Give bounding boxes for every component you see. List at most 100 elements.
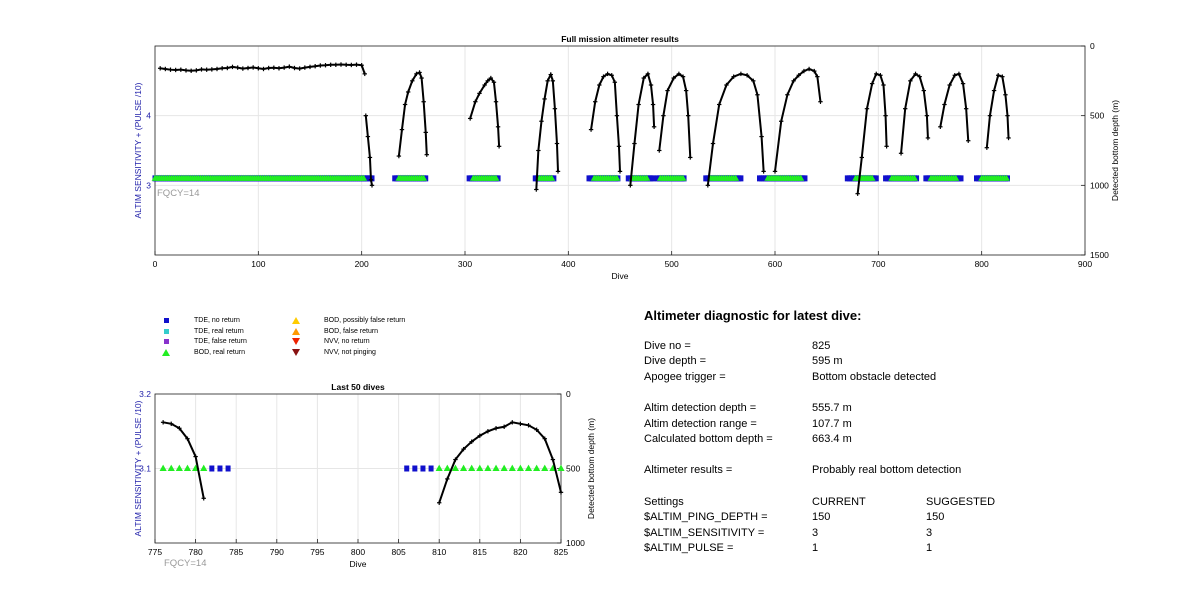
last50-return-markers — [159, 464, 565, 472]
depth-series-line — [438, 421, 562, 504]
last50-y-tick-label: 3.2 — [139, 389, 151, 399]
apogee-trigger-value: Bottom obstacle detected — [812, 371, 937, 383]
last50-ylabel: ALTIM SENSITIVITY + (PULSE /10) — [133, 400, 143, 536]
tde-no-return-marker — [420, 465, 426, 472]
mission-x-tick-label: 0 — [153, 259, 158, 269]
tde-no-return-marker — [802, 175, 808, 182]
last50-y2-tick-label: 1000 — [566, 538, 585, 548]
legend-label: NVV, not pinging — [324, 348, 376, 356]
last50-x-tick-label: 775 — [148, 547, 162, 557]
legend-label: BOD, real return — [194, 348, 245, 356]
mission-y2-tick-label: 1500 — [1090, 250, 1109, 260]
last50-x-tick-label: 815 — [473, 547, 487, 557]
last50-fqcy-annotation: FQCY=14 — [164, 558, 207, 569]
depth-series-line — [900, 72, 929, 154]
setting-pulse-current: 1 — [812, 542, 819, 554]
tde-no-return-marker — [650, 175, 656, 182]
last50-xlabel: Dive — [349, 559, 366, 569]
last50-x-tick-label: 795 — [310, 547, 324, 557]
bod-real-return-marker — [420, 174, 428, 181]
bod-real-return-marker — [175, 464, 183, 472]
tde-no-return-marker — [217, 465, 223, 472]
mission-y2-tick-label: 500 — [1090, 111, 1104, 121]
bod-real-return-marker — [167, 464, 175, 472]
bod-real-return-marker — [613, 174, 621, 181]
bod-real-return-marker — [159, 464, 167, 472]
altim-detection-range-label: Altim detection range = — [644, 418, 757, 430]
mission-x-tick-label: 300 — [458, 259, 472, 269]
bod-real-return-marker — [548, 174, 556, 181]
setting-ping-depth-label: $ALTIM_PING_DEPTH = — [644, 511, 768, 523]
altimeter-results-label: Altimeter results = — [644, 464, 733, 476]
bod-real-return-marker — [533, 464, 541, 472]
mission-depth-series — [157, 62, 1011, 196]
settings-header-label: Settings — [644, 496, 684, 508]
bod-real-return-marker — [492, 464, 500, 472]
mission-x-tick-label: 700 — [871, 259, 885, 269]
mission-x-tick-label: 600 — [768, 259, 782, 269]
legend-marker-triangle-up-icon — [162, 348, 170, 356]
mission-xlabel: Dive — [611, 271, 628, 281]
legend-label: NVV, no return — [324, 338, 370, 345]
depth-series-line — [535, 71, 559, 190]
depth-series-line — [629, 71, 656, 186]
calculated-bottom-depth-value: 663.4 m — [812, 433, 852, 445]
setting-pulse-label: $ALTIM_PULSE = — [644, 542, 734, 554]
mission-y2-tick-label: 1000 — [1090, 180, 1109, 190]
tde-no-return-marker — [404, 465, 410, 472]
mission-frame — [154, 45, 1086, 256]
last50-x-tick-label: 810 — [432, 547, 446, 557]
last50-x-tick-label: 785 — [229, 547, 243, 557]
bod-real-return-marker — [500, 464, 508, 472]
settings-header-suggested: SUGGESTED — [926, 496, 996, 508]
mission-y2label: Detected bottom depth (m) — [1110, 100, 1120, 201]
altim-detection-depth-label: Altim detection depth = — [644, 402, 757, 414]
bod-real-return-marker — [1003, 174, 1010, 181]
tde-no-return-marker — [738, 175, 744, 182]
tde-no-return-marker — [873, 175, 879, 182]
legend-marker-triangle-up-icon — [292, 327, 300, 335]
mission-fqcy-annotation: FQCY=14 — [157, 188, 200, 199]
tde-no-return-marker — [412, 465, 418, 472]
dive-no-label: Dive no = — [644, 340, 691, 352]
last50-x-tick-label: 780 — [189, 547, 203, 557]
last50-x-tick-label: 820 — [513, 547, 527, 557]
last50-y2-tick-label: 0 — [566, 389, 571, 399]
mission-y2-tick-label: 0 — [1090, 41, 1095, 51]
diagnostic-title: Altimeter diagnostic for latest dive: — [644, 308, 862, 323]
mission-x-tick-label: 200 — [355, 259, 369, 269]
last50-x-tick-label: 805 — [392, 547, 406, 557]
bod-real-return-marker — [443, 464, 451, 472]
tde-no-return-marker — [225, 465, 231, 472]
mission-x-tick-label: 900 — [1078, 259, 1092, 269]
bod-real-return-marker — [516, 464, 524, 472]
legend-label: BOD, possibly false return — [324, 317, 406, 324]
depth-series-line — [774, 67, 822, 172]
setting-ping-depth-suggested: 150 — [926, 511, 945, 523]
dive-no-value: 825 — [812, 340, 831, 352]
setting-ping-depth-current: 150 — [812, 511, 831, 523]
bod-real-return-marker — [911, 174, 918, 181]
bod-real-return-marker — [484, 464, 492, 472]
bod-real-return-marker — [492, 174, 500, 181]
legend-marker-triangle-down-icon — [292, 348, 300, 356]
last50-y2-tick-label: 500 — [566, 464, 580, 474]
setting-sensitivity-label: $ALTIM_SENSITIVITY = — [644, 527, 765, 539]
bod-real-return-marker — [679, 174, 687, 181]
mission-y-tick-label: 4 — [146, 111, 151, 121]
bod-real-return-marker — [541, 464, 549, 472]
legend-marker-triangle-down-icon — [292, 338, 300, 345]
bod-real-return-marker — [508, 464, 516, 472]
bod-real-return-marker — [868, 174, 876, 181]
mission-x-tick-label: 100 — [251, 259, 265, 269]
bod-real-return-marker — [459, 464, 468, 472]
settings-header-current: CURRENT — [812, 496, 866, 508]
tde-no-return-marker — [428, 465, 434, 472]
bod-real-return-marker — [200, 464, 208, 472]
bod-real-return-marker — [451, 464, 460, 472]
mission-x-tick-label: 400 — [561, 259, 575, 269]
depth-series-line — [590, 72, 621, 172]
setting-sensitivity-current: 3 — [812, 527, 819, 539]
dive-depth-label: Dive depth = — [644, 355, 707, 367]
mission-x-tick-label: 500 — [665, 259, 679, 269]
